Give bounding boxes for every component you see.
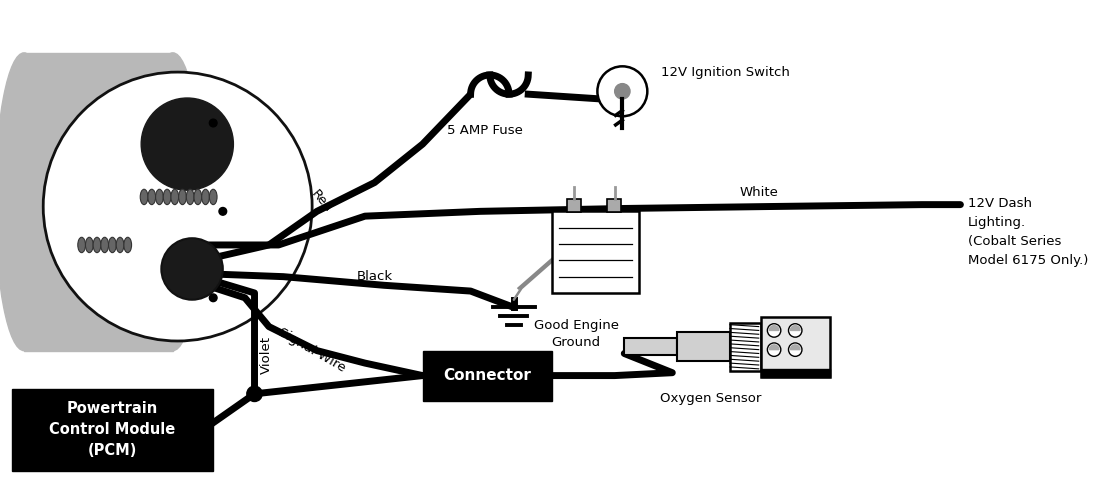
- Ellipse shape: [100, 237, 108, 253]
- Circle shape: [210, 294, 217, 302]
- Circle shape: [615, 83, 630, 99]
- Text: Oxygen Sensor: Oxygen Sensor: [660, 392, 762, 405]
- Polygon shape: [769, 325, 779, 330]
- Bar: [607, 199, 622, 212]
- Bar: [677, 332, 730, 361]
- Text: Connector: Connector: [443, 368, 531, 383]
- Text: 5 AMP Fuse: 5 AMP Fuse: [447, 124, 523, 137]
- Ellipse shape: [108, 237, 116, 253]
- Ellipse shape: [210, 189, 217, 204]
- Ellipse shape: [187, 189, 194, 204]
- Polygon shape: [790, 345, 800, 349]
- Ellipse shape: [179, 189, 187, 204]
- Circle shape: [219, 207, 226, 215]
- Bar: [761, 317, 830, 377]
- Bar: [761, 369, 830, 377]
- Circle shape: [247, 386, 262, 402]
- Bar: [624, 338, 677, 355]
- Text: Violet: Violet: [259, 336, 273, 374]
- Text: Red: Red: [309, 188, 335, 216]
- Text: 12V Dash
Lighting.
(Cobalt Series
Model 6175 Only.): 12V Dash Lighting. (Cobalt Series Model …: [968, 197, 1089, 267]
- Ellipse shape: [144, 53, 202, 350]
- Polygon shape: [769, 345, 779, 349]
- Ellipse shape: [140, 189, 148, 204]
- Text: Black: Black: [357, 270, 393, 283]
- Circle shape: [161, 238, 223, 300]
- Circle shape: [141, 98, 233, 190]
- Bar: [24, 53, 173, 350]
- Ellipse shape: [163, 189, 171, 204]
- Bar: [423, 350, 552, 401]
- Circle shape: [597, 66, 647, 116]
- Bar: [566, 199, 581, 212]
- Circle shape: [767, 343, 781, 356]
- Bar: [11, 389, 213, 470]
- Ellipse shape: [148, 189, 156, 204]
- Bar: [730, 323, 761, 371]
- Ellipse shape: [124, 237, 131, 253]
- Circle shape: [43, 72, 312, 341]
- Ellipse shape: [77, 237, 85, 253]
- Text: 12V Ignition Switch: 12V Ignition Switch: [661, 65, 789, 79]
- Ellipse shape: [194, 189, 202, 204]
- Text: Good Engine
Ground: Good Engine Ground: [533, 319, 618, 349]
- Text: Powertrain
Control Module
(PCM): Powertrain Control Module (PCM): [50, 401, 176, 458]
- Circle shape: [788, 343, 802, 356]
- Circle shape: [210, 119, 217, 127]
- Text: Signal Wire: Signal Wire: [276, 326, 348, 375]
- Ellipse shape: [116, 237, 124, 253]
- Ellipse shape: [93, 237, 100, 253]
- Ellipse shape: [0, 53, 53, 350]
- Ellipse shape: [171, 189, 179, 204]
- Text: White: White: [740, 185, 778, 199]
- Bar: [552, 211, 639, 293]
- Circle shape: [767, 324, 781, 337]
- Polygon shape: [790, 325, 800, 330]
- Circle shape: [788, 324, 802, 337]
- Ellipse shape: [202, 189, 210, 204]
- Ellipse shape: [85, 237, 93, 253]
- Ellipse shape: [156, 189, 163, 204]
